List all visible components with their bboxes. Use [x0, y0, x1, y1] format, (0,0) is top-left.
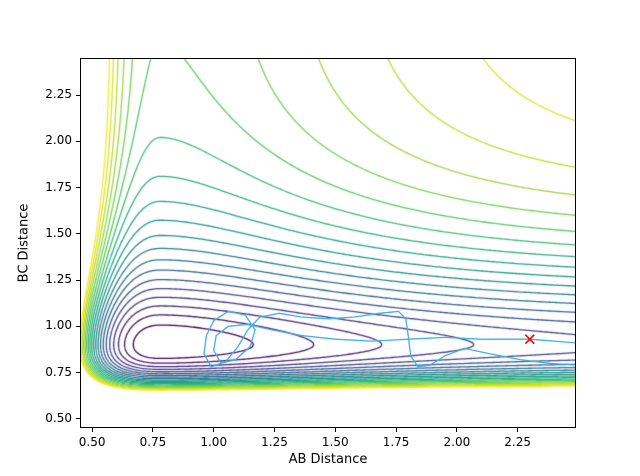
- y-tick-mark: [76, 325, 80, 327]
- y-tick-label: 1.50: [45, 225, 72, 240]
- x-tick-mark: [456, 428, 458, 432]
- x-tick-mark: [395, 428, 397, 432]
- contour-canvas: [80, 58, 576, 428]
- y-tick-mark: [76, 140, 80, 142]
- y-tick-mark: [76, 233, 80, 235]
- x-tick-label: 2.00: [443, 435, 471, 449]
- trajectory-path: [203, 310, 576, 368]
- x-tick-label: 0.75: [139, 435, 167, 449]
- x-tick-label: 0.50: [78, 435, 106, 449]
- x-tick-label: 1.25: [261, 435, 288, 449]
- x-tick-label: 1.50: [321, 435, 349, 449]
- x-tick-label: 1.00: [200, 435, 228, 449]
- y-tick-label: 0.75: [45, 364, 72, 379]
- x-axis-label: AB Distance: [288, 452, 368, 467]
- x-tick-mark: [213, 428, 215, 432]
- x-tick-label: 2.25: [504, 435, 531, 449]
- y-tick-label: 2.25: [45, 87, 72, 101]
- x-tick-mark: [517, 428, 519, 432]
- y-tick-label: 1.75: [45, 179, 72, 194]
- y-tick-mark: [76, 372, 80, 373]
- y-tick-mark: [76, 94, 80, 96]
- x-tick-mark: [274, 428, 275, 432]
- trajectory-overlay: [203, 310, 576, 368]
- y-tick-label: 0.50: [45, 410, 72, 425]
- y-tick-label: 1.25: [45, 272, 72, 286]
- x-tick-mark: [152, 428, 154, 432]
- x-tick-label: 1.75: [382, 435, 410, 449]
- y-tick-label: 2.00: [45, 133, 72, 148]
- y-tick-mark: [76, 187, 80, 188]
- y-tick-mark: [76, 418, 80, 420]
- x-tick-mark: [91, 428, 93, 432]
- y-axis-label: BC Distance: [16, 203, 32, 283]
- x-tick-mark: [334, 428, 336, 432]
- plot-area: [80, 58, 576, 428]
- trajectory-end-marker-x: [524, 334, 535, 345]
- y-tick-mark: [76, 279, 80, 281]
- y-tick-label: 1.00: [45, 318, 72, 333]
